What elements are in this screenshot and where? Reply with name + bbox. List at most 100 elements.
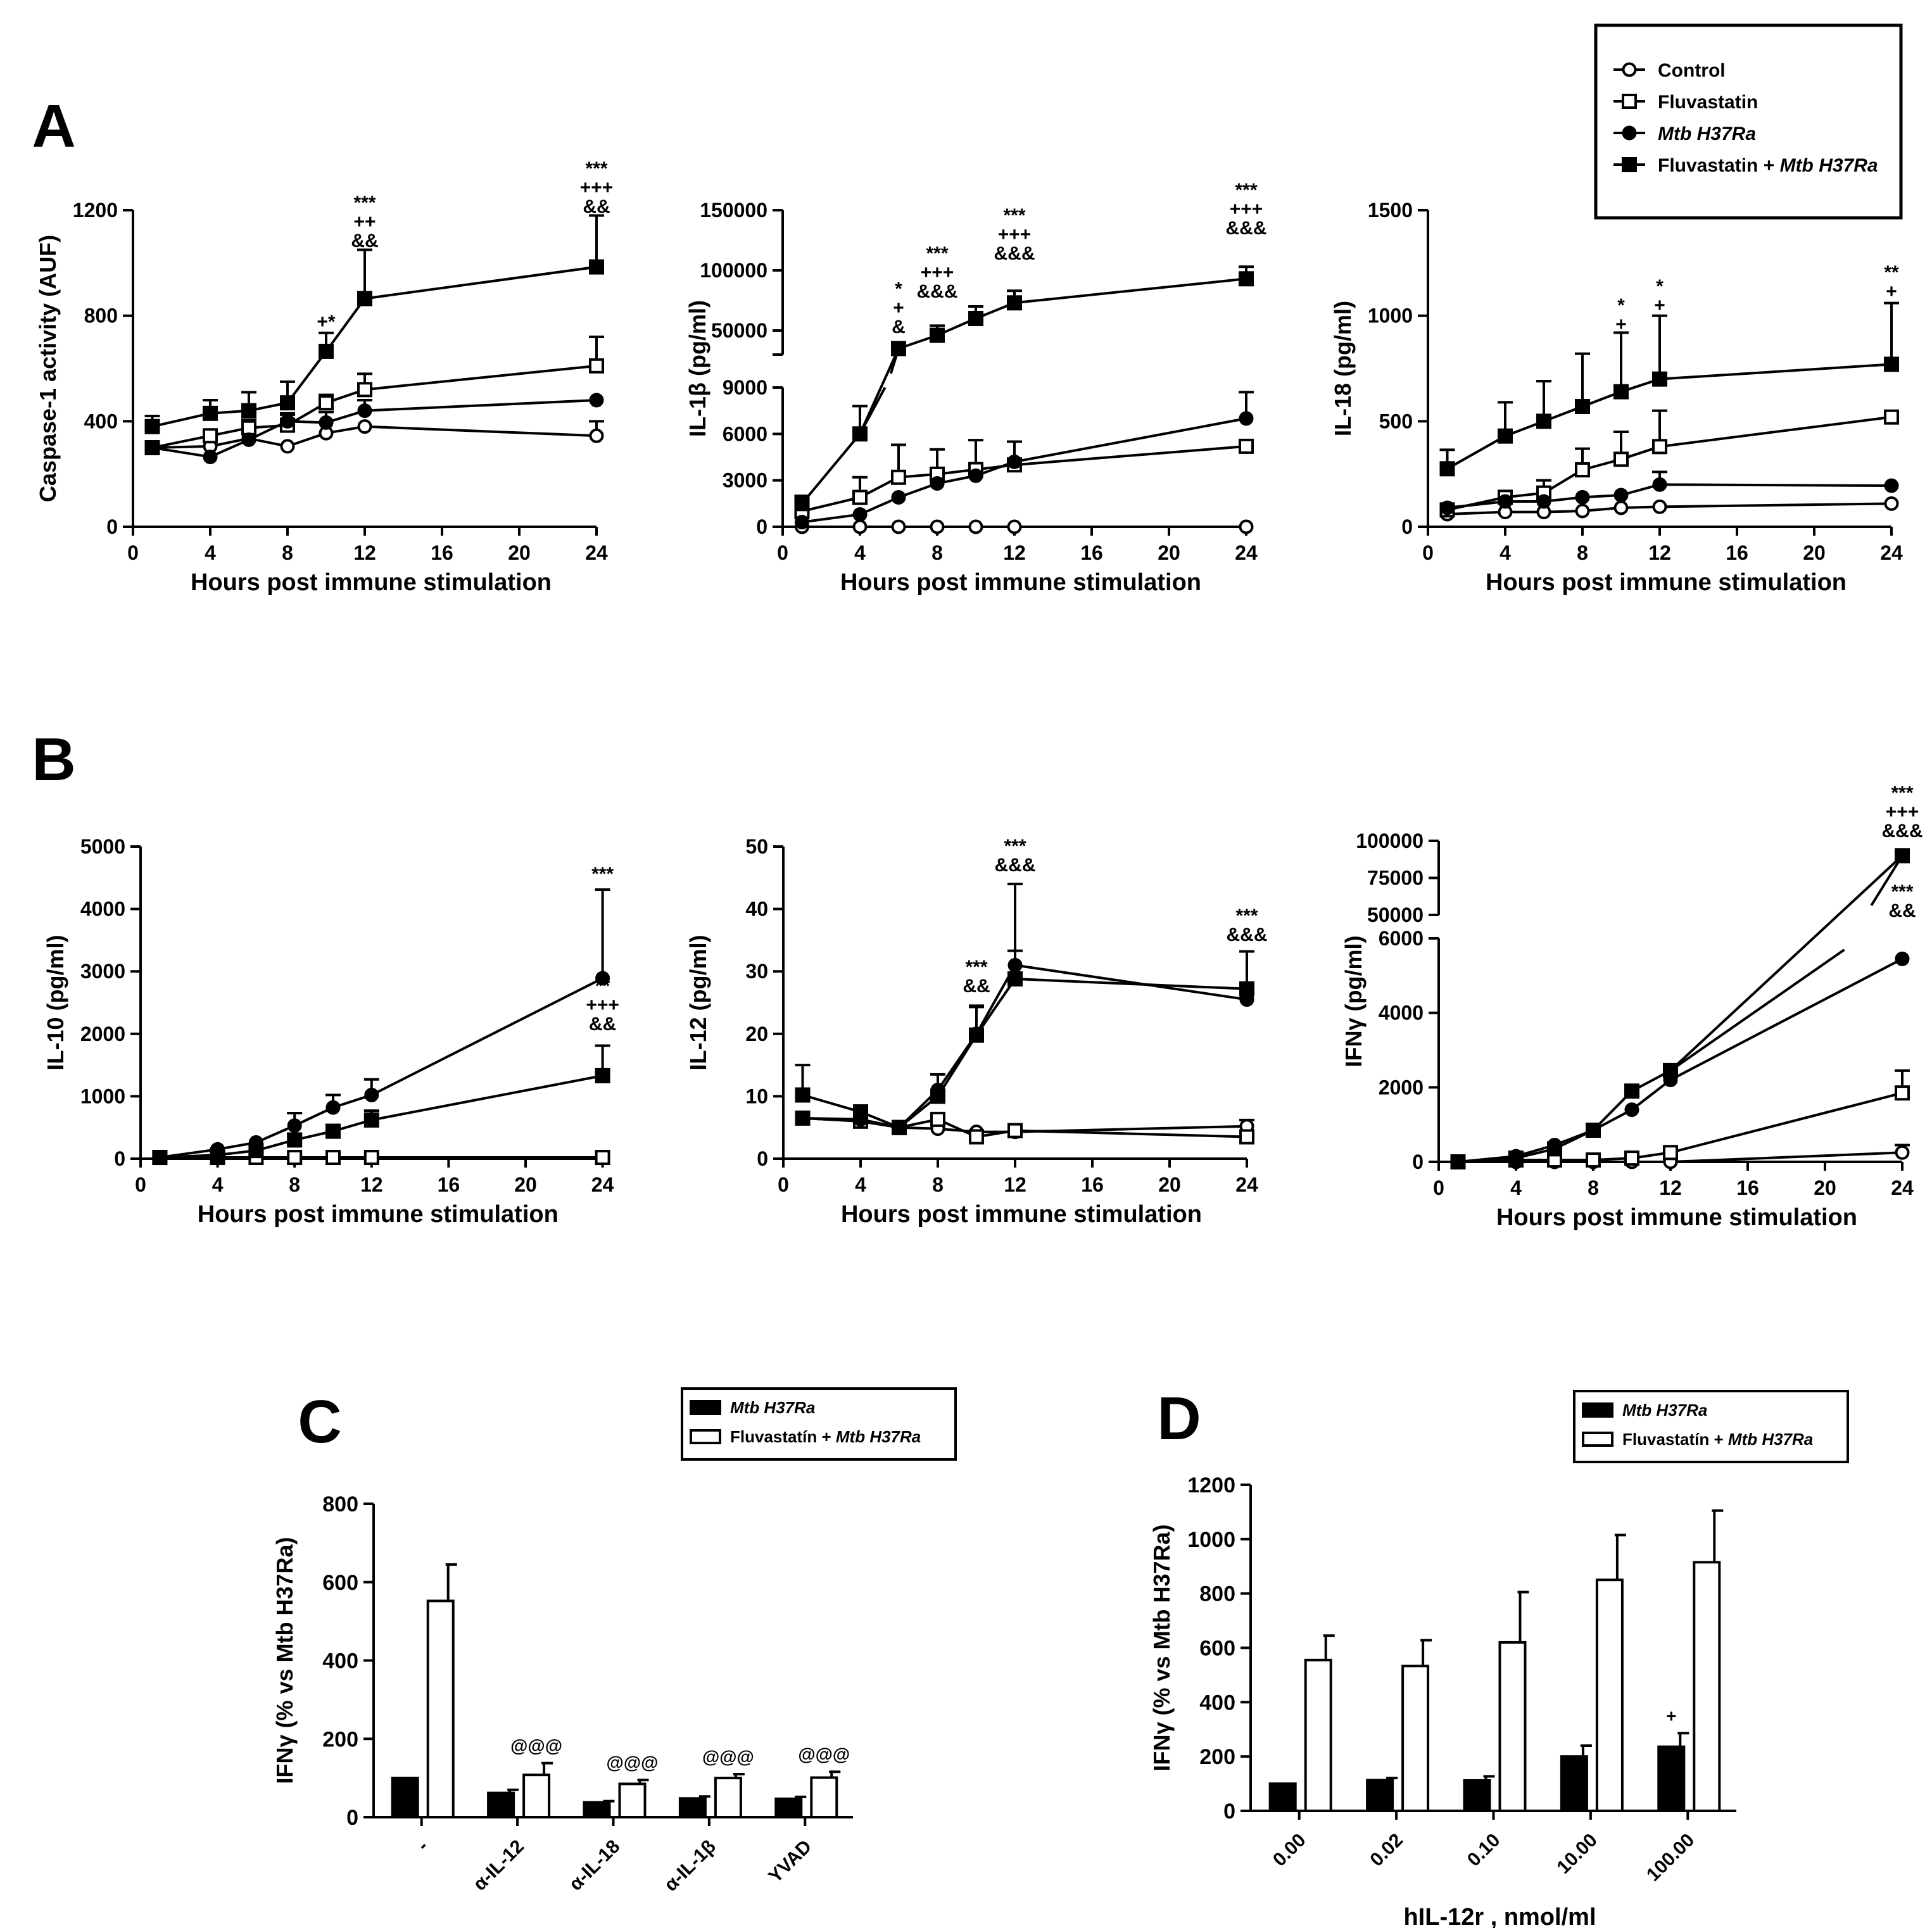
x-tick-label: 0.10 bbox=[1463, 1830, 1505, 1871]
significance-mark: &&& bbox=[1882, 821, 1923, 841]
significance-mark: && bbox=[1888, 900, 1916, 921]
significance-mark: @@@ bbox=[607, 1753, 659, 1772]
legend-label-text: Control bbox=[1658, 60, 1726, 81]
bar bbox=[583, 1801, 611, 1819]
bar bbox=[1366, 1779, 1394, 1812]
data-point bbox=[1624, 1102, 1639, 1118]
x-tick-label: 4 bbox=[854, 541, 866, 564]
series-line bbox=[1014, 964, 1247, 1001]
significance-mark: @@@ bbox=[510, 1736, 562, 1756]
significance-mark: @@@ bbox=[798, 1744, 850, 1764]
data-point bbox=[1239, 519, 1254, 534]
data-point bbox=[325, 1150, 341, 1166]
significance-mark: ** bbox=[595, 976, 610, 997]
data-point bbox=[1498, 494, 1513, 509]
series-mtb-h37ra bbox=[152, 888, 610, 1165]
bar bbox=[391, 1777, 419, 1818]
data-point bbox=[853, 1104, 868, 1120]
x-tick-label: 0 bbox=[1422, 541, 1434, 564]
data-point bbox=[280, 395, 295, 411]
data-point bbox=[203, 405, 218, 421]
data-point bbox=[1536, 413, 1551, 429]
data-point bbox=[287, 1132, 303, 1148]
series-line bbox=[286, 350, 327, 404]
data-point bbox=[1007, 1123, 1023, 1138]
bar bbox=[714, 1777, 742, 1818]
series-line bbox=[1670, 1092, 1903, 1154]
series-line bbox=[364, 425, 597, 438]
data-point bbox=[1239, 981, 1254, 997]
significance-mark: *** bbox=[1003, 205, 1025, 226]
x-tick-label: 24 bbox=[1235, 541, 1258, 564]
x-tick-label: 16 bbox=[1736, 1176, 1759, 1199]
data-point bbox=[1440, 500, 1455, 515]
data-point bbox=[1613, 384, 1629, 400]
series-line bbox=[325, 298, 366, 353]
series-line bbox=[802, 1093, 861, 1113]
y-tick-label: 6000 bbox=[1379, 927, 1424, 950]
x-tick-label: 8 bbox=[1577, 541, 1588, 564]
x-tick-label: 0.00 bbox=[1269, 1830, 1310, 1871]
data-point bbox=[852, 519, 868, 534]
significance-mark: && bbox=[351, 230, 378, 251]
y-tick-label: 0 bbox=[757, 1147, 768, 1170]
series-fluvastatin-mtb-h37ra bbox=[1450, 848, 1910, 1169]
legend-box bbox=[1573, 1390, 1849, 1463]
y-tick-label: 1000 bbox=[1187, 1528, 1235, 1552]
data-point bbox=[1884, 356, 1899, 372]
x-tick-label: 0 bbox=[777, 541, 788, 564]
series-line bbox=[1014, 978, 1247, 990]
legend-marker bbox=[1622, 125, 1637, 141]
legend-label-text: Fluvastatín + bbox=[730, 1427, 836, 1446]
data-point bbox=[795, 1111, 810, 1126]
data-point bbox=[1536, 494, 1551, 509]
data-point bbox=[363, 1112, 379, 1128]
significance-mark: && bbox=[589, 1014, 616, 1035]
y-tick-label: 600 bbox=[322, 1571, 358, 1595]
data-point bbox=[241, 432, 256, 447]
x-tick-label: α-IL-1β bbox=[660, 1836, 720, 1896]
x-tick-label: 4 bbox=[1510, 1176, 1522, 1199]
data-point bbox=[1007, 519, 1022, 534]
data-point bbox=[589, 358, 604, 374]
significance-mark: &&& bbox=[995, 855, 1036, 876]
bar bbox=[1693, 1561, 1721, 1812]
x-tick-label: 24 bbox=[1235, 1173, 1258, 1196]
legend-label-italic: Mtb H37Ra bbox=[836, 1427, 921, 1446]
x-tick-label: 4 bbox=[855, 1173, 866, 1196]
legend-label: Mtb H37Ra bbox=[1658, 123, 1756, 144]
y-tick-label: 800 bbox=[1199, 1582, 1235, 1606]
x-axis-label: Hours post immune stimulation bbox=[1486, 569, 1847, 596]
significance-mark: *** bbox=[1891, 881, 1913, 902]
y-tick-label: 0 bbox=[756, 515, 767, 538]
legend-box bbox=[681, 1387, 957, 1461]
series-line bbox=[160, 1154, 218, 1159]
y-tick-label: 400 bbox=[322, 1649, 358, 1673]
significance-mark: +++ bbox=[998, 224, 1032, 245]
y-axis-label: IFNγ (% vs Mtb H37Ra) bbox=[1149, 1524, 1175, 1771]
series-line bbox=[152, 434, 211, 449]
panel-letter-b: B bbox=[32, 726, 75, 793]
data-point bbox=[144, 419, 160, 434]
significance-mark: * bbox=[895, 279, 902, 299]
data-point bbox=[1652, 499, 1667, 514]
data-point bbox=[364, 1087, 379, 1102]
series-line bbox=[364, 265, 597, 300]
x-tick-label: 8 bbox=[1588, 1176, 1599, 1199]
data-point bbox=[319, 395, 334, 411]
series-line-break bbox=[1870, 855, 1904, 907]
x-tick-label: 8 bbox=[289, 1173, 300, 1196]
significance-mark: *** bbox=[1235, 905, 1258, 926]
y-tick-label: 20 bbox=[745, 1023, 768, 1045]
chart-a1: 0 400 800 1200 0 4 8 12 16 20 24 Hours post immune … bbox=[35, 158, 613, 596]
x-tick-label: YVAD bbox=[765, 1836, 816, 1887]
data-point bbox=[280, 413, 295, 429]
y-tick-label: 100000 bbox=[1356, 829, 1424, 852]
data-point bbox=[1586, 1152, 1601, 1168]
x-tick-label: 8 bbox=[282, 541, 293, 564]
significance-mark: *** bbox=[585, 158, 607, 179]
x-tick-label: 16 bbox=[431, 541, 453, 564]
data-point bbox=[1575, 503, 1590, 519]
